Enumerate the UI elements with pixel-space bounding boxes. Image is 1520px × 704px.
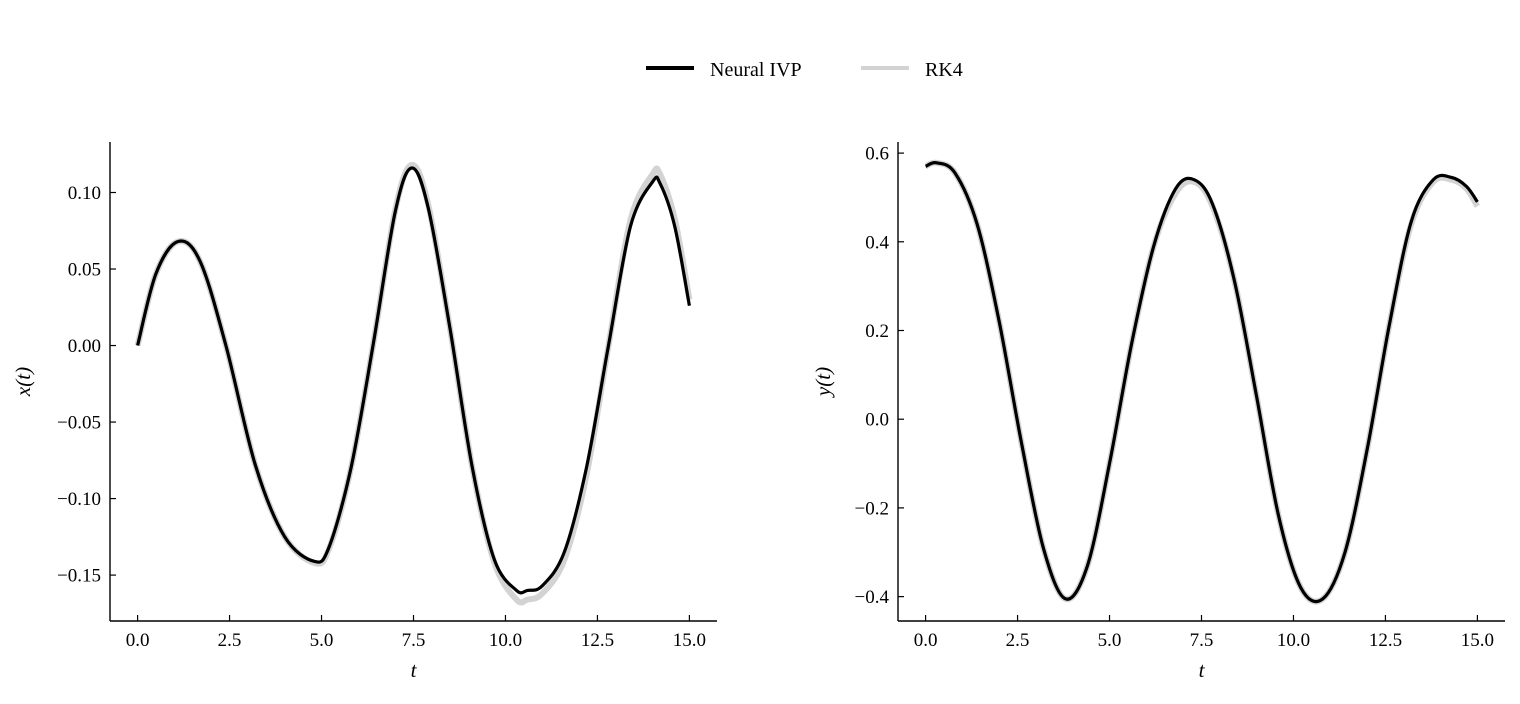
x-tick-label: 10.0 — [489, 630, 522, 651]
x-tick-label: 15.0 — [1461, 630, 1494, 651]
legend-label-rk4: RK4 — [925, 59, 963, 81]
x-tick-label: 2.5 — [218, 630, 242, 651]
y-axis-label: y(t) — [811, 367, 835, 398]
y-tick-label: −0.05 — [57, 413, 101, 434]
x-tick-label: 0.0 — [126, 630, 150, 651]
series-line-neural-ivp — [136, 166, 691, 595]
y-tick-label: −0.15 — [57, 566, 101, 587]
y-axis-label: x(t) — [11, 367, 35, 397]
y-tick-label: 0.2 — [865, 321, 889, 342]
x-tick-label: 7.5 — [1190, 630, 1214, 651]
x-tick-label: 12.5 — [581, 630, 614, 651]
series-line-neural-ivp — [924, 161, 1479, 604]
series-line-rk4 — [924, 159, 1480, 605]
y-of-t-plot: 0.0 2.5 5.0 7.5 10.0 12.5 15.0 −0.4 −0.2 0.0 0.2 0.… — [811, 142, 1505, 682]
x-tick-label: 10.0 — [1277, 630, 1310, 651]
legend: Neural IVP RK4 — [646, 59, 963, 81]
x-tick-label: 15.0 — [673, 630, 706, 651]
legend-label-neural-ivp: Neural IVP — [710, 59, 802, 81]
y-tick-label: −0.10 — [57, 489, 101, 510]
y-tick-label: 0.0 — [865, 410, 889, 431]
y-tick-label: 0.05 — [68, 260, 101, 281]
x-tick-label: 0.0 — [914, 630, 938, 651]
x-axis-label: t — [1199, 658, 1206, 682]
x-tick-label: 5.0 — [310, 630, 334, 651]
x-tick-label: 7.5 — [402, 630, 426, 651]
x-tick-label: 12.5 — [1369, 630, 1402, 651]
series-line-rk4 — [134, 162, 693, 606]
y-tick-label: 0.4 — [865, 232, 889, 253]
x-tick-label: 2.5 — [1006, 630, 1030, 651]
y-tick-label: 0.10 — [68, 183, 101, 204]
y-tick-label: 0.6 — [865, 144, 889, 165]
x-axis-label: t — [411, 658, 418, 682]
y-tick-label: 0.00 — [68, 336, 101, 357]
y-tick-label: −0.4 — [855, 587, 890, 608]
x-tick-label: 5.0 — [1098, 630, 1122, 651]
x-of-t-plot: 0.0 2.5 5.0 7.5 10.0 12.5 15.0 −0.15 −0.10 −0.05 0… — [11, 142, 717, 682]
y-tick-label: −0.2 — [855, 498, 889, 519]
